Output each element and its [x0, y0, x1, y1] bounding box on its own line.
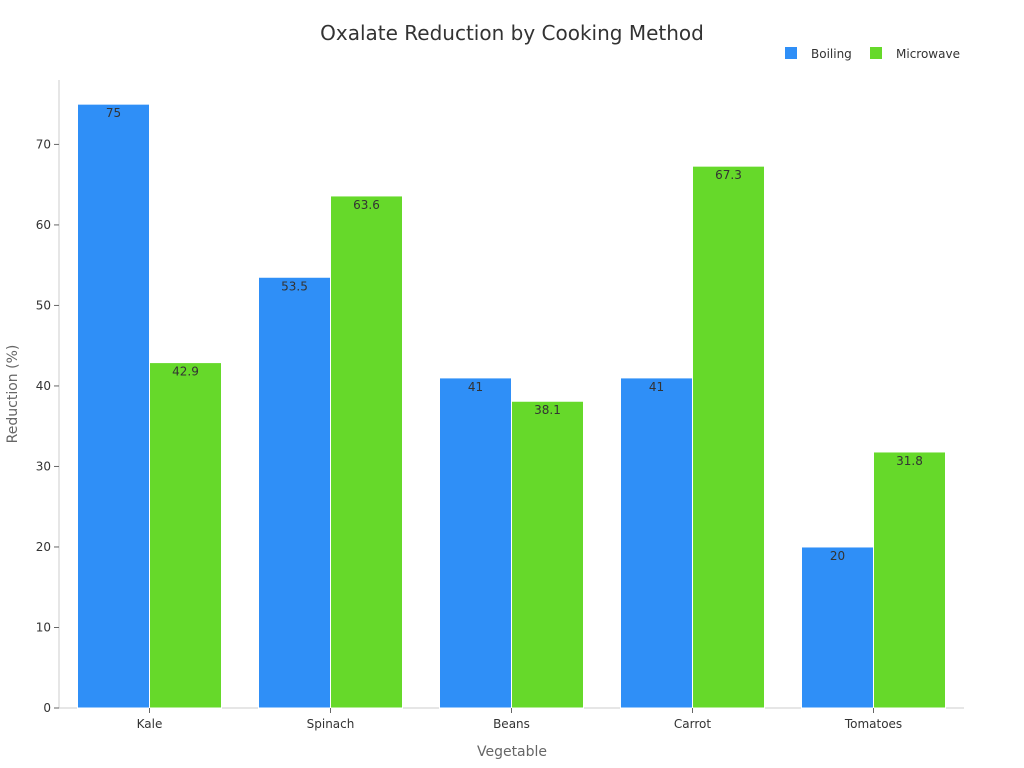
- data-label: 20: [830, 549, 845, 563]
- bar-microwave-carrot: [692, 165, 765, 709]
- x-tick-label: Kale: [137, 717, 163, 731]
- bar-boiling-tomatoes: [801, 546, 874, 709]
- data-label: 38.1: [534, 403, 561, 417]
- y-tick-label: 60: [36, 218, 51, 232]
- bar-boiling-beans: [439, 377, 512, 709]
- bars: [77, 103, 946, 709]
- bar-microwave-spinach: [330, 195, 403, 709]
- legend-swatch-microwave: [870, 47, 882, 59]
- legend-label-microwave: Microwave: [896, 47, 960, 61]
- y-tick-label: 50: [36, 298, 51, 312]
- data-label: 42.9: [172, 365, 199, 379]
- bar-boiling-spinach: [258, 276, 331, 709]
- data-label: 75: [106, 106, 121, 120]
- y-tick-label: 40: [36, 379, 51, 393]
- data-label: 41: [468, 380, 483, 394]
- x-tick-label: Tomatoes: [844, 717, 902, 731]
- legend-swatch-boiling: [785, 47, 797, 59]
- chart-title: Oxalate Reduction by Cooking Method: [320, 21, 704, 45]
- data-label: 41: [649, 380, 664, 394]
- legend: Boiling Microwave: [785, 47, 960, 61]
- bar-boiling-carrot: [620, 377, 693, 709]
- data-label: 67.3: [715, 168, 742, 182]
- x-axis-ticks: Kale Spinach Beans Carrot Tomatoes: [137, 708, 902, 731]
- y-tick-label: 70: [36, 137, 51, 151]
- x-tick-label: Spinach: [307, 717, 355, 731]
- bar-microwave-beans: [511, 400, 584, 709]
- y-tick-label: 20: [36, 540, 51, 554]
- bar-microwave-tomatoes: [873, 451, 946, 709]
- data-label: 63.6: [353, 198, 380, 212]
- x-axis-title: Vegetable: [477, 744, 547, 760]
- data-label: 53.5: [281, 279, 308, 293]
- y-tick-label: 10: [36, 620, 51, 634]
- y-axis-title: Reduction (%): [5, 345, 21, 444]
- y-tick-label: 0: [43, 701, 51, 715]
- x-tick-label: Beans: [493, 717, 530, 731]
- y-axis-ticks: 0 10 20 30 40 50 60 70: [36, 137, 59, 715]
- y-tick-label: 30: [36, 459, 51, 473]
- bar-boiling-kale: [77, 103, 150, 709]
- bar-microwave-kale: [149, 362, 222, 709]
- data-labels: 75 42.9 53.5 63.6 41 38.1 41 67.3 20 31.8: [106, 106, 923, 563]
- legend-label-boiling: Boiling: [811, 47, 852, 61]
- x-tick-label: Carrot: [674, 717, 711, 731]
- data-label: 31.8: [896, 454, 923, 468]
